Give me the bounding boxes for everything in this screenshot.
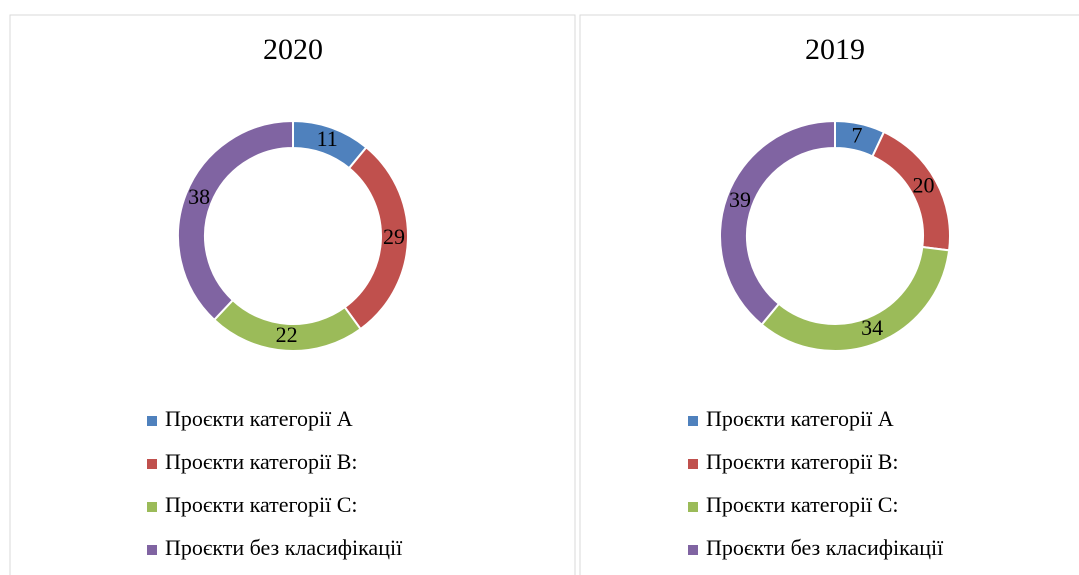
legend-swatch xyxy=(147,416,157,426)
legend-label: Проєкти без класифікації xyxy=(165,535,403,560)
legend-swatch xyxy=(688,502,698,512)
panel xyxy=(9,14,576,575)
data-label: 11 xyxy=(317,126,338,151)
chart-title: 2019 xyxy=(805,33,865,66)
chart-title: 2020 xyxy=(263,33,323,66)
legend-label: Проєкти категорії А xyxy=(706,406,894,431)
data-label: 22 xyxy=(276,322,298,347)
legend-label: Проєкти категорії А xyxy=(165,406,353,431)
legend-swatch xyxy=(688,416,698,426)
legend-swatch xyxy=(147,502,157,512)
legend-label: Проєкти без класифікації xyxy=(706,535,944,560)
panel xyxy=(579,14,1079,575)
legend-label: Проєкти категорії С: xyxy=(165,492,358,517)
legend-label: Проєкти категорії В: xyxy=(706,449,899,474)
legend-label: Проєкти категорії В: xyxy=(165,449,358,474)
data-label: 20 xyxy=(913,172,935,197)
data-label: 34 xyxy=(861,315,883,340)
legend-swatch xyxy=(147,545,157,555)
legend-swatch xyxy=(688,545,698,555)
legend-swatch xyxy=(688,459,698,469)
data-label: 7 xyxy=(852,122,863,147)
legend-label: Проєкти категорії С: xyxy=(706,492,899,517)
data-label: 29 xyxy=(383,224,405,249)
legend-swatch xyxy=(147,459,157,469)
data-label: 39 xyxy=(729,187,751,212)
donut-segment xyxy=(719,119,836,327)
data-label: 38 xyxy=(188,184,210,209)
donut-segment xyxy=(177,119,294,322)
